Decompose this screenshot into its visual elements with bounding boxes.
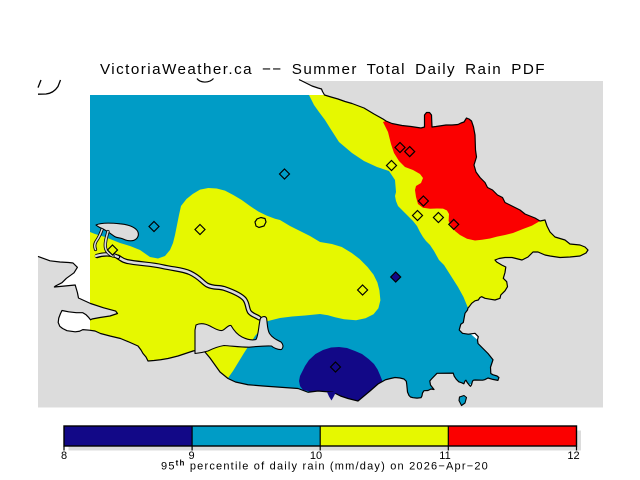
svg-text:8: 8 [61,450,67,462]
svg-text:10: 10 [310,450,322,462]
svg-text:9: 9 [188,450,194,462]
svg-text:95th percentile of daily rain: 95th percentile of daily rain (mm/day) o… [161,459,489,473]
svg-text:12: 12 [567,450,579,462]
svg-text:VictoriaWeather.ca −− Summer T: VictoriaWeather.ca −− Summer Total Daily… [100,61,546,78]
svg-text:11: 11 [439,450,450,462]
